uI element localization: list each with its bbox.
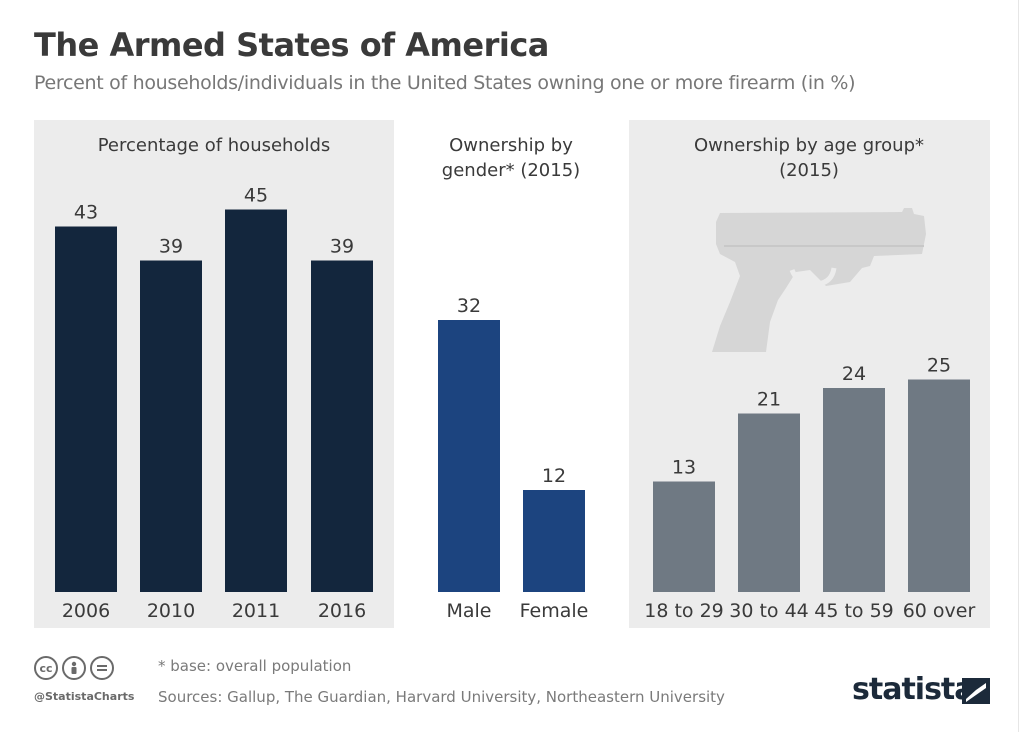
age-bar-1 [738,413,800,592]
chart-subtitle: Percent of households/individuals in the… [34,72,856,94]
households-bar-0 [55,226,117,592]
age-value-label-1: 21 [757,389,781,411]
age-category-label-1: 30 to 44 [729,600,809,622]
sources: Sources: Gallup, The Guardian, Harvard U… [158,688,725,706]
trigger-guard [789,267,837,287]
age-panel-title-line1: Ownership by age group* [694,135,924,156]
bars-layer: 43 2006 39 2010 45 2011 39 2016 32 Male 12 Female 13… [55,185,976,622]
households-panel-title: Percentage of households [98,135,331,156]
statista-handle: @StatistaCharts [34,690,135,703]
gender-value-label-1: 12 [542,465,566,487]
gender-category-label-1: Female [520,600,589,622]
age-bar-0 [653,481,715,592]
handgun-icon [712,208,926,352]
households-value-label-3: 39 [330,236,354,258]
age-value-label-3: 25 [927,355,951,377]
households-bar-3 [311,260,373,592]
households-bar-1 [140,260,202,592]
households-category-label-1: 2010 [147,600,195,622]
no-derivatives-icon [90,656,114,680]
households-value-label-1: 39 [159,236,183,258]
statista-logo-mark-icon [962,678,990,704]
gender-bar-0 [438,320,500,592]
gender-value-label-0: 32 [457,295,481,317]
households-value-label-0: 43 [74,202,98,224]
gender-panel-title-line2: gender* (2015) [442,160,580,181]
attribution-icon [62,656,86,680]
chart-title: The Armed States of America [34,26,549,64]
statista-logo[interactable]: statista [852,672,975,707]
households-category-label-3: 2016 [318,600,366,622]
households-value-label-2: 45 [244,185,268,207]
age-category-label-2: 45 to 59 [814,600,894,622]
gender-category-label-0: Male [446,600,491,622]
age-value-label-0: 13 [672,457,696,479]
households-category-label-0: 2006 [62,600,110,622]
age-bar-3 [908,379,970,592]
age-bar-2 [823,388,885,592]
cc-icon: cc [34,656,58,680]
age-panel-title-line2: (2015) [779,160,839,181]
gender-panel-title-line1: Ownership by [449,135,573,156]
age-value-label-2: 24 [842,363,866,385]
households-bar-2 [225,209,287,592]
license-icons: cc [34,656,114,680]
footnote: * base: overall population [158,657,352,675]
edge-line [1018,0,1019,732]
gender-bar-1 [523,490,585,592]
households-category-label-2: 2011 [232,600,280,622]
age-category-label-3: 60 over [903,600,976,622]
age-category-label-0: 18 to 29 [644,600,724,622]
